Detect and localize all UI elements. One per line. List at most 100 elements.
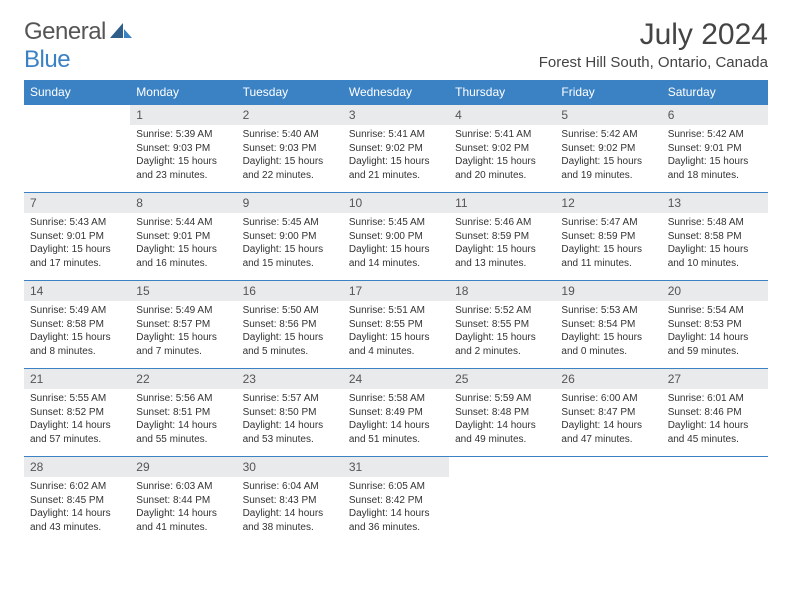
page-header: GeneralBlue July 2024 Forest Hill South,… [24, 18, 768, 74]
daylight-line: Daylight: 15 hours and 10 minutes. [668, 243, 762, 270]
sunrise-line: Sunrise: 5:44 AM [136, 216, 230, 230]
calendar-cell: 14Sunrise: 5:49 AMSunset: 8:58 PMDayligh… [24, 280, 130, 368]
sunrise-line: Sunrise: 5:47 AM [561, 216, 655, 230]
sunrise-line: Sunrise: 5:43 AM [30, 216, 124, 230]
calendar-cell [449, 456, 555, 544]
weekday-header: Monday [130, 80, 236, 104]
day-body: Sunrise: 5:58 AMSunset: 8:49 PMDaylight:… [343, 389, 449, 450]
sunrise-line: Sunrise: 5:39 AM [136, 128, 230, 142]
sunrise-line: Sunrise: 5:45 AM [243, 216, 337, 230]
day-number: 24 [343, 368, 449, 389]
logo-text-2: Blue [24, 46, 70, 73]
day-body: Sunrise: 5:49 AMSunset: 8:58 PMDaylight:… [24, 301, 130, 362]
sunset-line: Sunset: 8:46 PM [668, 406, 762, 420]
day-body: Sunrise: 5:47 AMSunset: 8:59 PMDaylight:… [555, 213, 661, 274]
daylight-line: Daylight: 15 hours and 0 minutes. [561, 331, 655, 358]
day-body: Sunrise: 5:45 AMSunset: 9:00 PMDaylight:… [237, 213, 343, 274]
sunrise-line: Sunrise: 6:01 AM [668, 392, 762, 406]
day-body: Sunrise: 5:55 AMSunset: 8:52 PMDaylight:… [24, 389, 130, 450]
day-number: 8 [130, 192, 236, 213]
sunrise-line: Sunrise: 5:55 AM [30, 392, 124, 406]
day-body: Sunrise: 5:41 AMSunset: 9:02 PMDaylight:… [449, 125, 555, 186]
calendar-cell: 19Sunrise: 5:53 AMSunset: 8:54 PMDayligh… [555, 280, 661, 368]
day-number: 18 [449, 280, 555, 301]
sunrise-line: Sunrise: 5:51 AM [349, 304, 443, 318]
daylight-line: Daylight: 15 hours and 2 minutes. [455, 331, 549, 358]
calendar-cell: 7Sunrise: 5:43 AMSunset: 9:01 PMDaylight… [24, 192, 130, 280]
calendar-cell [662, 456, 768, 544]
sunrise-line: Sunrise: 5:41 AM [455, 128, 549, 142]
day-number: 1 [130, 104, 236, 125]
location: Forest Hill South, Ontario, Canada [539, 54, 768, 71]
day-number: 4 [449, 104, 555, 125]
sunset-line: Sunset: 9:00 PM [349, 230, 443, 244]
weekday-header: Friday [555, 80, 661, 104]
daylight-line: Daylight: 14 hours and 55 minutes. [136, 419, 230, 446]
daylight-line: Daylight: 15 hours and 8 minutes. [30, 331, 124, 358]
sunset-line: Sunset: 8:55 PM [349, 318, 443, 332]
calendar-cell: 5Sunrise: 5:42 AMSunset: 9:02 PMDaylight… [555, 104, 661, 192]
day-number: 22 [130, 368, 236, 389]
weekday-header: Thursday [449, 80, 555, 104]
daylight-line: Daylight: 14 hours and 47 minutes. [561, 419, 655, 446]
weekday-header: Tuesday [237, 80, 343, 104]
sunset-line: Sunset: 9:03 PM [243, 142, 337, 156]
daylight-line: Daylight: 15 hours and 5 minutes. [243, 331, 337, 358]
sunset-line: Sunset: 9:03 PM [136, 142, 230, 156]
daylight-line: Daylight: 14 hours and 43 minutes. [30, 507, 124, 534]
title-block: July 2024 Forest Hill South, Ontario, Ca… [539, 18, 768, 71]
calendar-cell: 13 Sunrise: 5:48 AMSunset: 8:58 PMDayligh… [662, 192, 768, 280]
day-body: Sunrise: 5:57 AMSunset: 8:50 PMDaylight:… [237, 389, 343, 450]
day-body: Sunrise: 5:54 AMSunset: 8:53 PMDaylight:… [662, 301, 768, 362]
sunset-line: Sunset: 8:56 PM [243, 318, 337, 332]
day-body: Sunrise: 5:50 AMSunset: 8:56 PMDaylight:… [237, 301, 343, 362]
weekday-header: Saturday [662, 80, 768, 104]
day-number: 9 [237, 192, 343, 213]
sunrise-line: Sunrise: 5:42 AM [668, 128, 762, 142]
daylight-line: Daylight: 15 hours and 15 minutes. [243, 243, 337, 270]
sunrise-line: Sunrise: 5:57 AM [243, 392, 337, 406]
calendar-cell: 23Sunrise: 5:57 AMSunset: 8:50 PMDayligh… [237, 368, 343, 456]
sunset-line: Sunset: 8:42 PM [349, 494, 443, 508]
day-number: 3 [343, 104, 449, 125]
weekday-header: Wednesday [343, 80, 449, 104]
day-body: Sunrise: 6:00 AMSunset: 8:47 PMDaylight:… [555, 389, 661, 450]
day-number: 17 [343, 280, 449, 301]
sunrise-line: Sunrise: 5:40 AM [243, 128, 337, 142]
sunrise-line: Sunrise: 5:49 AM [30, 304, 124, 318]
sunset-line: Sunset: 8:57 PM [136, 318, 230, 332]
sunset-line: Sunset: 8:50 PM [243, 406, 337, 420]
day-body: Sunrise: 5:40 AMSunset: 9:03 PMDaylight:… [237, 125, 343, 186]
calendar-cell: 24Sunrise: 5:58 AMSunset: 8:49 PMDayligh… [343, 368, 449, 456]
calendar-cell: 30Sunrise: 6:04 AMSunset: 8:43 PMDayligh… [237, 456, 343, 544]
sunset-line: Sunset: 9:02 PM [455, 142, 549, 156]
sunrise-line: Sunrise: 5:58 AM [349, 392, 443, 406]
day-number: 15 [130, 280, 236, 301]
day-number: 5 [555, 104, 661, 125]
sunset-line: Sunset: 8:45 PM [30, 494, 124, 508]
calendar-cell: 9Sunrise: 5:45 AMSunset: 9:00 PMDaylight… [237, 192, 343, 280]
sunset-line: Sunset: 8:58 PM [668, 230, 762, 244]
day-body: Sunrise: 5:42 AMSunset: 9:01 PMDaylight:… [662, 125, 768, 186]
day-number: 28 [24, 456, 130, 477]
calendar-body: 1Sunrise: 5:39 AMSunset: 9:03 PMDaylight… [24, 104, 768, 544]
calendar-cell: 27Sunrise: 6:01 AMSunset: 8:46 PMDayligh… [662, 368, 768, 456]
day-body: Sunrise: 6:02 AMSunset: 8:45 PMDaylight:… [24, 477, 130, 538]
calendar-cell: 2Sunrise: 5:40 AMSunset: 9:03 PMDaylight… [237, 104, 343, 192]
day-number: 2 [237, 104, 343, 125]
logo-sail-icon [110, 18, 132, 46]
calendar-cell [24, 104, 130, 192]
sunset-line: Sunset: 9:02 PM [561, 142, 655, 156]
day-number: 26 [555, 368, 661, 389]
calendar-cell: 20Sunrise: 5:54 AMSunset: 8:53 PMDayligh… [662, 280, 768, 368]
day-number: 31 [343, 456, 449, 477]
sunset-line: Sunset: 8:55 PM [455, 318, 549, 332]
sunset-line: Sunset: 8:58 PM [30, 318, 124, 332]
calendar-cell: 12Sunrise: 5:47 AMSunset: 8:59 PMDayligh… [555, 192, 661, 280]
calendar-head: SundayMondayTuesdayWednesdayThursdayFrid… [24, 80, 768, 104]
daylight-line: Daylight: 14 hours and 53 minutes. [243, 419, 337, 446]
calendar-cell: 17Sunrise: 5:51 AMSunset: 8:55 PMDayligh… [343, 280, 449, 368]
sunrise-line: Sunrise: 5:48 AM [668, 216, 762, 230]
day-number: 10 [343, 192, 449, 213]
day-number: 13 [662, 192, 768, 213]
